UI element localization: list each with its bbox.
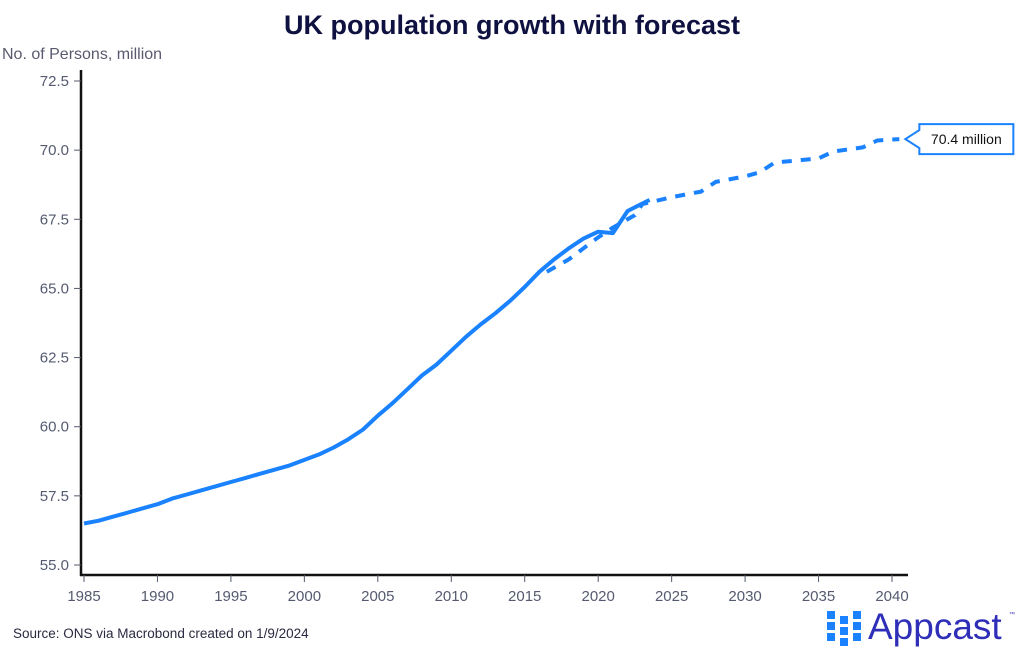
x-tick-label: 2015	[508, 588, 541, 605]
y-tick-label: 67.5	[40, 211, 69, 228]
x-tick-label: 2025	[655, 588, 688, 605]
annotation-label: 70.4 million	[931, 131, 1002, 147]
y-tick-label: 55.0	[40, 557, 69, 574]
y-tick-label: 72.5	[40, 73, 69, 90]
x-tick-label: 1985	[67, 588, 100, 605]
forecast-series-line	[545, 137, 900, 274]
annotation-callout-box	[903, 123, 1015, 156]
population-series-line	[83, 198, 651, 526]
y-tick-label: 60.0	[40, 419, 69, 436]
chart-title: UK population growth with forecast	[284, 10, 740, 40]
x-tick-label: 2040	[875, 588, 908, 605]
x-tick-label: 2000	[288, 588, 321, 605]
source-note: Source: ONS via Macrobond created on 1/9…	[13, 626, 309, 641]
appcast-logo-text: Appcast	[868, 606, 1002, 647]
y-tick-label: 65.0	[40, 280, 69, 297]
x-tick-label: 2020	[581, 588, 614, 605]
x-tick-label: 2005	[361, 588, 394, 605]
y-tick-label: 57.5	[40, 488, 69, 505]
x-tick-label: 2030	[728, 588, 761, 605]
x-tick-label: 2010	[435, 588, 468, 605]
trademark-mark: ™	[1009, 612, 1015, 618]
y-tick-label: 70.0	[40, 142, 69, 159]
x-tick-label: 1995	[214, 588, 247, 605]
y-tick-label: 62.5	[40, 350, 69, 367]
x-tick-label: 2035	[802, 588, 835, 605]
x-tick-label: 1990	[141, 588, 174, 605]
appcast-logo-icon	[827, 611, 861, 646]
y-axis-label: No. of Persons, million	[2, 46, 163, 63]
